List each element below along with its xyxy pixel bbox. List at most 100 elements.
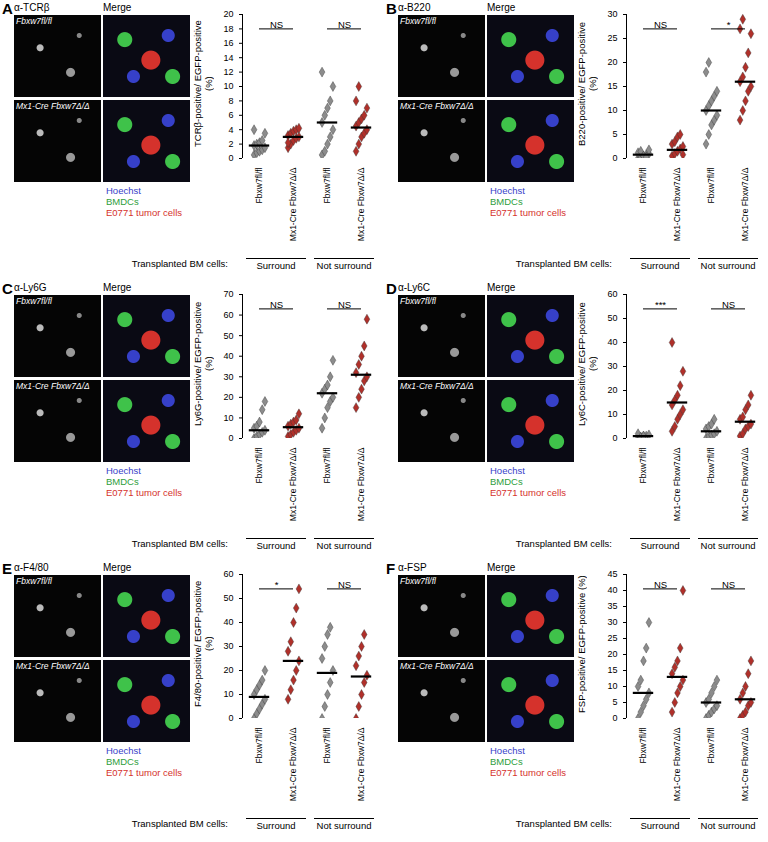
svg-text:Fbxw7fl/fl: Fbxw7fl/fl [254,167,264,203]
svg-text:10: 10 [223,81,233,91]
svg-text:20: 20 [223,392,233,402]
svg-text:30: 30 [607,361,617,371]
svg-text:NS: NS [654,579,667,590]
svg-text:10: 10 [223,689,233,699]
svg-text:Fbxw7fl/fl: Fbxw7fl/fl [706,447,716,483]
svg-text:0: 0 [612,713,617,723]
svg-text:10: 10 [607,105,617,115]
svg-text:NS: NS [722,299,735,310]
svg-text:Fbxw7fl/fl: Fbxw7fl/fl [254,447,264,483]
svg-text:40: 40 [607,585,617,595]
html-text:F4/80-positive/ EGFP-positive: F4/80-positive/ EGFP-positive (%) [192,580,214,708]
svg-text:Mx1-Cre Fbxw7Δ/Δ: Mx1-Cre Fbxw7Δ/Δ [356,447,366,521]
svg-text:Mx1-Cre Fbxw7Δ/Δ: Mx1-Cre Fbxw7Δ/Δ [740,167,750,241]
svg-text:0: 0 [228,153,233,163]
svg-text:NS: NS [338,19,351,30]
svg-text:30: 30 [223,641,233,651]
svg-text:Mx1-Cre Fbxw7Δ/Δ: Mx1-Cre Fbxw7Δ/Δ [288,447,298,521]
svg-text:70: 70 [223,289,233,299]
svg-text:0: 0 [612,153,617,163]
svg-text:2: 2 [228,139,233,149]
svg-text:NS: NS [722,579,735,590]
svg-text:NS: NS [654,19,667,30]
svg-text:Mx1-Cre Fbxw7Δ/Δ: Mx1-Cre Fbxw7Δ/Δ [740,727,750,801]
svg-text:50: 50 [223,331,233,341]
svg-text:45: 45 [607,569,617,579]
svg-text:Fbxw7fl/fl: Fbxw7fl/fl [706,167,716,203]
svg-text:5: 5 [612,697,617,707]
svg-text:Fbxw7fl/fl: Fbxw7fl/fl [706,727,716,763]
html-text:Fα-FSP: Fα-FSP [386,560,427,577]
svg-text:Fbxw7fl/fl: Fbxw7fl/fl [638,167,648,203]
svg-text:Mx1-Cre Fbxw7Δ/Δ: Mx1-Cre Fbxw7Δ/Δ [672,447,682,521]
svg-text:Mx1-Cre Fbxw7Δ/Δ: Mx1-Cre Fbxw7Δ/Δ [740,447,750,521]
svg-text:Mx1-Cre Fbxw7Δ/Δ: Mx1-Cre Fbxw7Δ/Δ [288,727,298,801]
svg-text:10: 10 [607,409,617,419]
svg-text:50: 50 [607,313,617,323]
html-text:Ly6G-positive/ EGFP-positive (: Ly6G-positive/ EGFP-positive (%) [192,301,214,427]
svg-text:0: 0 [228,433,233,443]
svg-text:NS: NS [270,299,283,310]
svg-text:Mx1-Cre Fbxw7Δ/Δ: Mx1-Cre Fbxw7Δ/Δ [356,167,366,241]
svg-text:Fbxw7fl/fl: Fbxw7fl/fl [638,727,648,763]
svg-text:12: 12 [223,67,233,77]
html-text:B220-positive/ EGFP-positive (: B220-positive/ EGFP-positive (%) [576,22,598,146]
svg-text:*: * [727,19,731,30]
svg-text:***: *** [655,299,666,310]
svg-text:30: 30 [607,617,617,627]
html-text:Ly6C-positive/ EGFP-positive (: Ly6C-positive/ EGFP-positive (%) [576,302,598,426]
svg-text:Fbxw7fl/fl: Fbxw7fl/fl [322,727,332,763]
svg-text:16: 16 [223,38,233,48]
svg-text:20: 20 [607,385,617,395]
svg-text:60: 60 [223,569,233,579]
svg-text:10: 10 [607,681,617,691]
svg-text:NS: NS [338,299,351,310]
html-text:Merge: Merge [103,2,132,13]
html-text:BMDCs: BMDCs [106,196,139,207]
html-text:Hoechst: Hoechst [106,185,141,196]
svg-text:0: 0 [228,713,233,723]
svg-text:0: 0 [612,433,617,443]
html-text:Eα-F4/80: Eα-F4/80 [2,560,49,577]
svg-text:60: 60 [607,289,617,299]
svg-text:Fbxw7fl/fl: Fbxw7fl/fl [322,447,332,483]
html-text:Cα-Ly6G: Cα-Ly6G [2,280,47,297]
svg-text:NS: NS [338,579,351,590]
svg-text:60: 60 [223,310,233,320]
svg-text:15: 15 [607,81,617,91]
svg-text:20: 20 [223,665,233,675]
svg-text:*: * [275,579,279,590]
svg-text:40: 40 [223,351,233,361]
svg-text:4: 4 [228,125,233,135]
svg-text:50: 50 [223,593,233,603]
svg-text:20: 20 [607,57,617,67]
svg-text:35: 35 [607,601,617,611]
svg-text:30: 30 [607,9,617,19]
html-text:Bα-B220: Bα-B220 [386,0,431,17]
svg-text:Fbxw7fl/fl: Fbxw7fl/fl [254,727,264,763]
svg-text:14: 14 [223,53,233,63]
svg-text:18: 18 [223,24,233,34]
svg-text:Mx1-Cre Fbxw7Δ/Δ: Mx1-Cre Fbxw7Δ/Δ [672,727,682,801]
svg-text:20: 20 [223,9,233,19]
svg-text:25: 25 [607,633,617,643]
html-text:TCRβ-positive/ EGFP-positive (: TCRβ-positive/ EGFP-positive (%) [192,20,214,148]
svg-text:Mx1-Cre Fbxw7Δ/Δ: Mx1-Cre Fbxw7Δ/Δ [288,167,298,241]
svg-text:10: 10 [223,413,233,423]
html-text:Aα-TCRβ: Aα-TCRβ [2,0,50,17]
svg-text:Fbxw7fl/fl: Fbxw7fl/fl [322,167,332,203]
svg-text:Fbxw7fl/fl: Fbxw7fl/fl [638,447,648,483]
svg-text:Mx1-Cre Fbxw7Δ/Δ: Mx1-Cre Fbxw7Δ/Δ [356,727,366,801]
svg-text:NS: NS [270,19,283,30]
svg-text:6: 6 [228,110,233,120]
html-text:Dα-Ly6C: Dα-Ly6C [386,280,431,297]
svg-text:40: 40 [223,617,233,627]
svg-text:20: 20 [607,649,617,659]
svg-text:Mx1-Cre Fbxw7Δ/Δ: Mx1-Cre Fbxw7Δ/Δ [672,167,682,241]
svg-text:15: 15 [607,665,617,675]
svg-text:25: 25 [607,33,617,43]
svg-text:40: 40 [607,337,617,347]
svg-text:5: 5 [612,129,617,139]
svg-text:8: 8 [228,96,233,106]
svg-text:30: 30 [223,372,233,382]
